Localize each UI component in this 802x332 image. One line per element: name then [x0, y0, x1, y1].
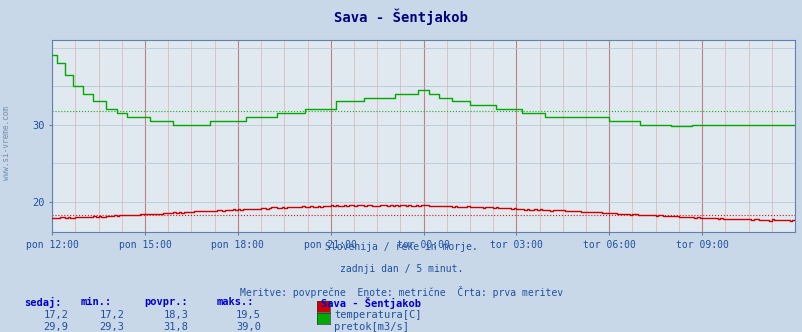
Text: pretok[m3/s]: pretok[m3/s]	[334, 322, 408, 332]
Text: 31,8: 31,8	[164, 322, 188, 332]
Text: www.si-vreme.com: www.si-vreme.com	[2, 106, 11, 180]
Text: 17,2: 17,2	[99, 310, 124, 320]
Text: 29,3: 29,3	[99, 322, 124, 332]
Text: povpr.:: povpr.:	[144, 297, 188, 307]
Text: Meritve: povprečne  Enote: metrične  Črta: prva meritev: Meritve: povprečne Enote: metrične Črta:…	[240, 286, 562, 297]
Text: Sava - Šentjakob: Sava - Šentjakob	[334, 8, 468, 25]
Text: 39,0: 39,0	[236, 322, 261, 332]
Text: 17,2: 17,2	[43, 310, 68, 320]
Text: maks.:: maks.:	[217, 297, 254, 307]
Text: min.:: min.:	[80, 297, 111, 307]
Text: Sava - Šentjakob: Sava - Šentjakob	[321, 297, 421, 309]
Text: 29,9: 29,9	[43, 322, 68, 332]
Text: sedaj:: sedaj:	[24, 297, 62, 308]
Text: zadnji dan / 5 minut.: zadnji dan / 5 minut.	[339, 264, 463, 274]
Text: Slovenija / reke in morje.: Slovenija / reke in morje.	[325, 242, 477, 252]
Text: temperatura[C]: temperatura[C]	[334, 310, 421, 320]
Text: 19,5: 19,5	[236, 310, 261, 320]
Text: 18,3: 18,3	[164, 310, 188, 320]
